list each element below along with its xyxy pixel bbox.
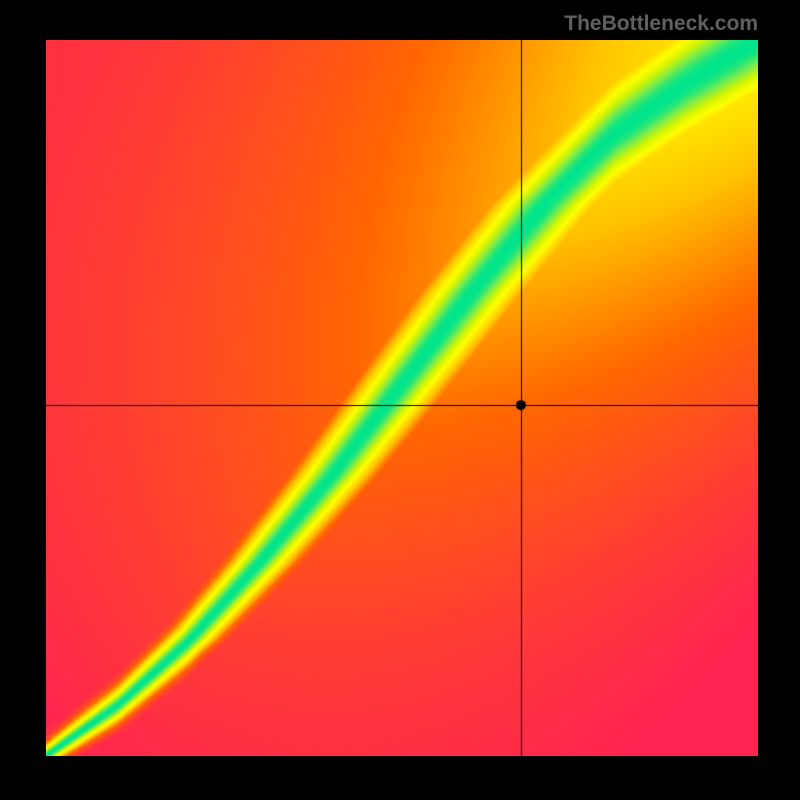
watermark-label: TheBottleneck.com [564, 12, 758, 36]
heatmap-canvas [46, 40, 758, 756]
bottleneck-heatmap-chart [46, 40, 758, 756]
